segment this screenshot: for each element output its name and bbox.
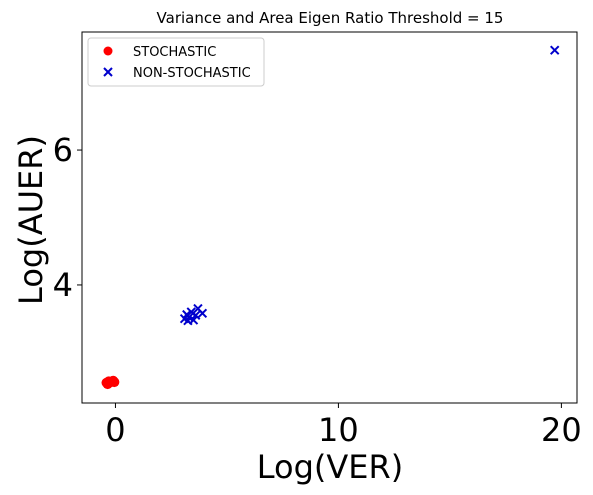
data-points — [101, 45, 560, 390]
legend-box — [87, 37, 265, 87]
point-stochastic — [109, 377, 120, 388]
legend-label-stochastic: STOCHASTIC — [133, 45, 216, 60]
x-tick-label: 10 — [318, 411, 359, 449]
legend: STOCHASTIC NON-STOCHASTIC — [87, 37, 265, 87]
point-non-stochastic — [197, 308, 208, 318]
x-axis-ticks: 0 10 20 — [105, 403, 582, 449]
x-tick-label: 20 — [541, 411, 582, 449]
plot-frame — [81, 31, 578, 404]
point-non-stochastic — [191, 310, 201, 321]
y-tick-label: 4 — [53, 266, 73, 304]
chart-title: Variance and Area Eigen Ratio Threshold … — [157, 9, 504, 27]
point-non-stochastic — [183, 315, 193, 326]
legend-marker-stochastic — [103, 46, 113, 56]
x-tick-label: 0 — [105, 411, 125, 449]
y-tick-label: 6 — [53, 131, 73, 169]
x-axis-label: Log(VER) — [257, 448, 403, 486]
y-axis-label: Log(AUER) — [12, 135, 50, 305]
legend-label-non-stochastic: NON-STOCHASTIC — [133, 66, 251, 81]
y-axis-ticks: 46 — [53, 131, 82, 304]
point-non-stochastic — [549, 45, 560, 55]
legend-marker-non-stochastic — [103, 67, 113, 77]
